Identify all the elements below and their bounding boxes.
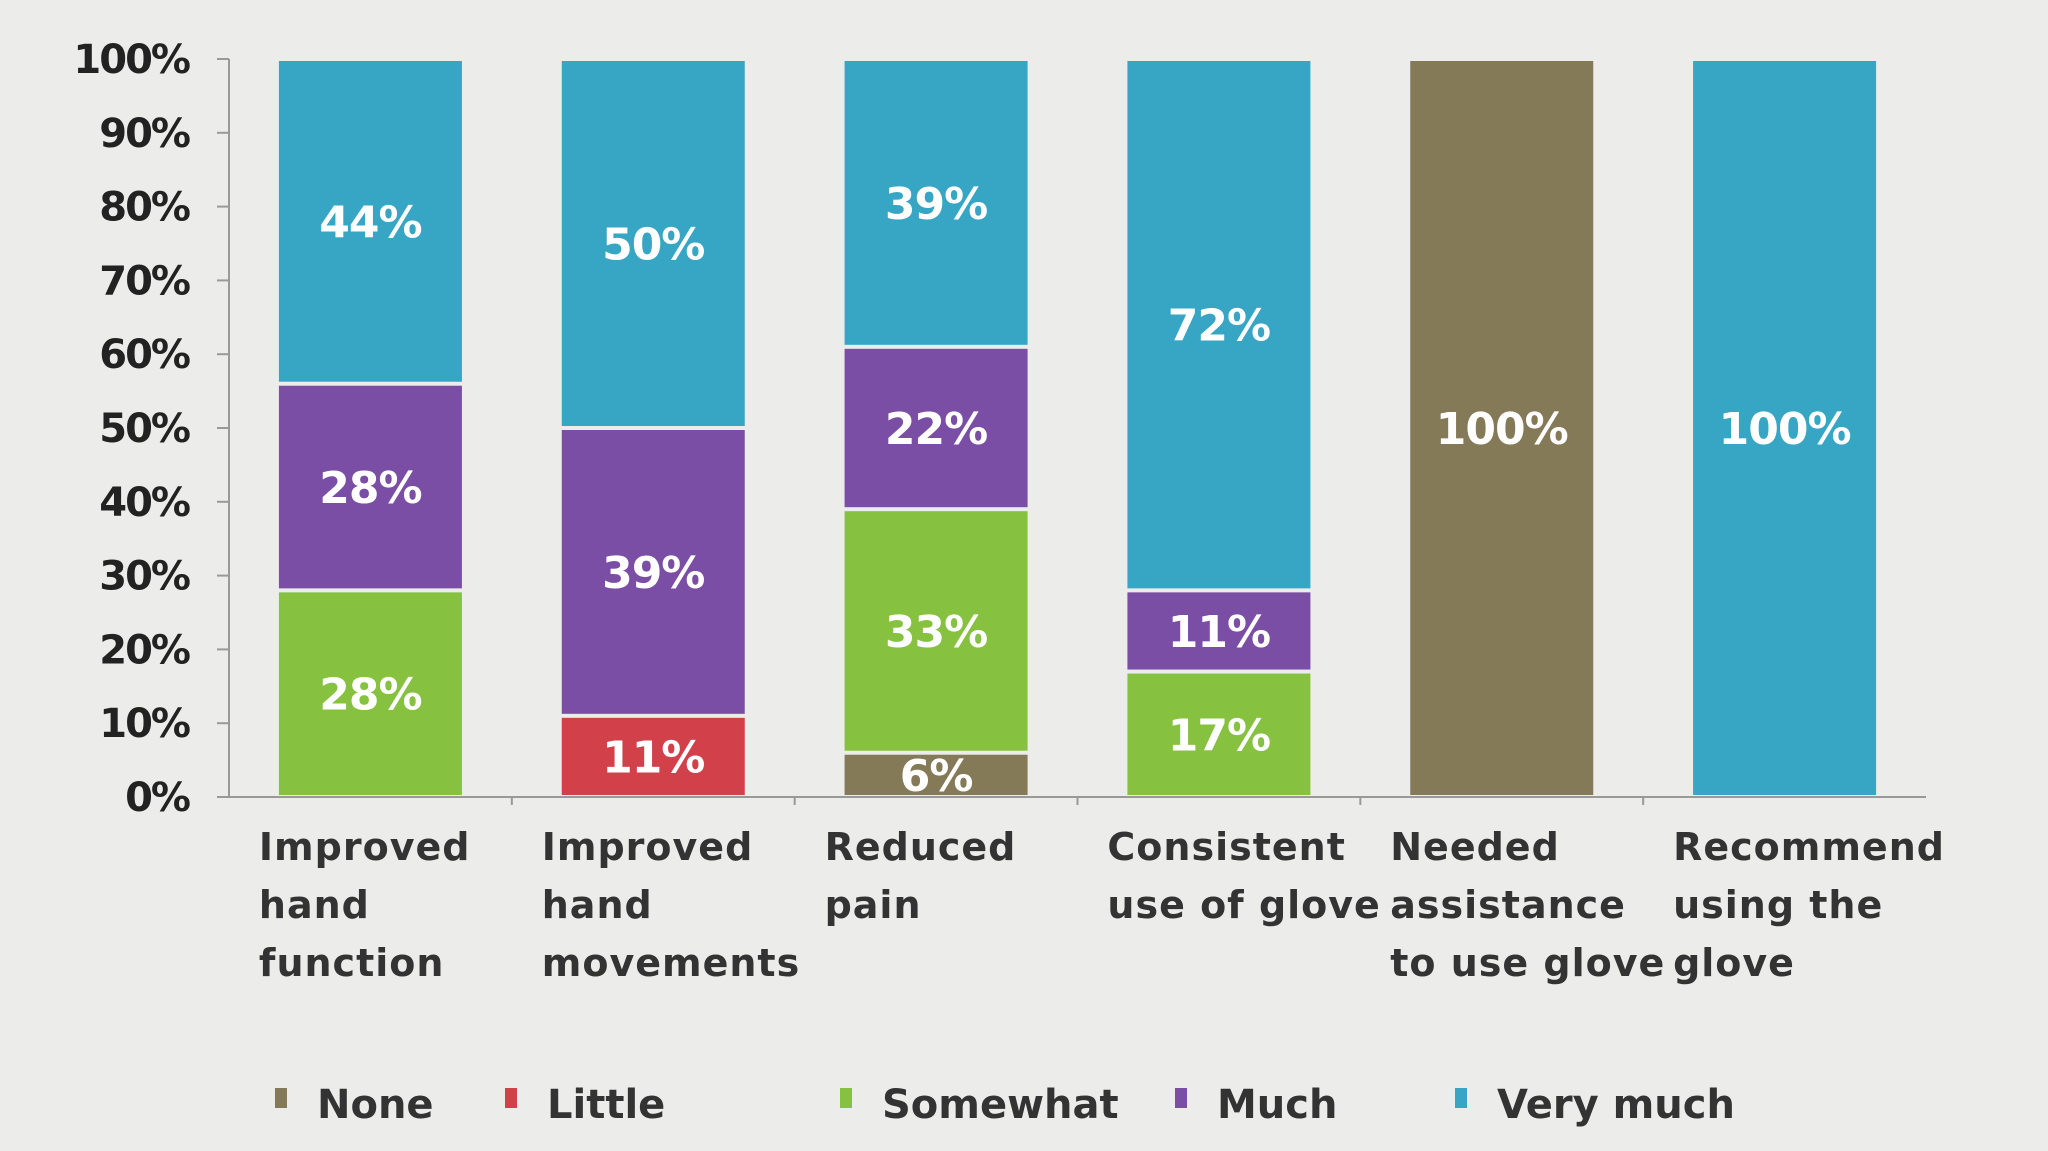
data-label: 100%	[1719, 404, 1851, 455]
data-label: 28%	[319, 463, 421, 514]
category-label: glove	[1673, 941, 1795, 985]
bar-segment	[844, 348, 1028, 508]
category-label: Consistent	[1107, 825, 1345, 869]
y-tick-label: 30%	[99, 554, 190, 600]
data-label: 11%	[1168, 607, 1270, 658]
category-label: to use glove	[1390, 941, 1665, 985]
bar-segment	[844, 511, 1028, 751]
data-label: 28%	[319, 670, 421, 721]
bar-segment	[844, 754, 1028, 795]
category-label: assistance	[1390, 883, 1626, 927]
category-label: use of glove	[1107, 883, 1380, 927]
category-label: hand	[259, 883, 370, 927]
legend-label: None	[317, 1082, 434, 1128]
bar-segment	[561, 61, 745, 426]
bar-segment	[278, 61, 462, 382]
data-label: 39%	[602, 548, 704, 599]
bar-segment	[1693, 61, 1877, 795]
data-label: 72%	[1168, 301, 1270, 352]
data-label: 50%	[602, 220, 704, 271]
y-tick-label: 60%	[99, 332, 190, 378]
category-label: Needed	[1390, 825, 1560, 869]
y-tick-label: 20%	[99, 627, 190, 673]
bar-segment	[1410, 61, 1594, 795]
bar-segment	[1127, 673, 1311, 795]
legend-label: Little	[547, 1082, 665, 1128]
y-tick-label: 50%	[99, 406, 190, 452]
bar-segment	[1127, 592, 1311, 670]
category-label: movements	[542, 941, 800, 985]
data-label: 22%	[885, 404, 987, 455]
bar-segment	[561, 430, 745, 714]
data-label: 6%	[900, 751, 973, 802]
data-label: 100%	[1436, 404, 1568, 455]
legend-swatch	[275, 1088, 287, 1108]
bar-segment	[1127, 61, 1311, 589]
data-label: 17%	[1168, 710, 1270, 761]
bar-segment	[278, 592, 462, 795]
bar-segment	[561, 717, 745, 795]
y-tick-label: 80%	[99, 185, 190, 231]
data-label: 33%	[885, 607, 987, 658]
category-label: Improved	[259, 825, 471, 869]
category-label: hand	[542, 883, 653, 927]
legend-swatch	[1175, 1088, 1187, 1108]
y-tick-label: 0%	[125, 775, 190, 821]
legend-swatch	[840, 1088, 852, 1108]
legend-label: Somewhat	[882, 1082, 1119, 1128]
category-label: Reduced	[825, 825, 1017, 869]
y-tick-label: 90%	[99, 111, 190, 157]
category-label: pain	[825, 883, 922, 927]
y-tick-label: 10%	[99, 701, 190, 747]
data-label: 44%	[319, 197, 421, 248]
bar-segment	[844, 61, 1028, 345]
y-tick-label: 70%	[99, 258, 190, 304]
legend-label: Very much	[1497, 1082, 1735, 1128]
category-label: Improved	[542, 825, 754, 869]
data-label: 39%	[885, 179, 987, 230]
legend-swatch	[1455, 1088, 1467, 1108]
category-label: Recommend	[1673, 825, 1945, 869]
y-tick-label: 100%	[73, 37, 189, 83]
category-label: using the	[1673, 883, 1883, 927]
bar-segment	[278, 385, 462, 589]
category-label: function	[259, 941, 445, 985]
legend-swatch	[505, 1088, 517, 1108]
legend-label: Much	[1217, 1082, 1337, 1128]
y-tick-label: 40%	[99, 480, 190, 526]
data-label: 11%	[602, 732, 704, 783]
